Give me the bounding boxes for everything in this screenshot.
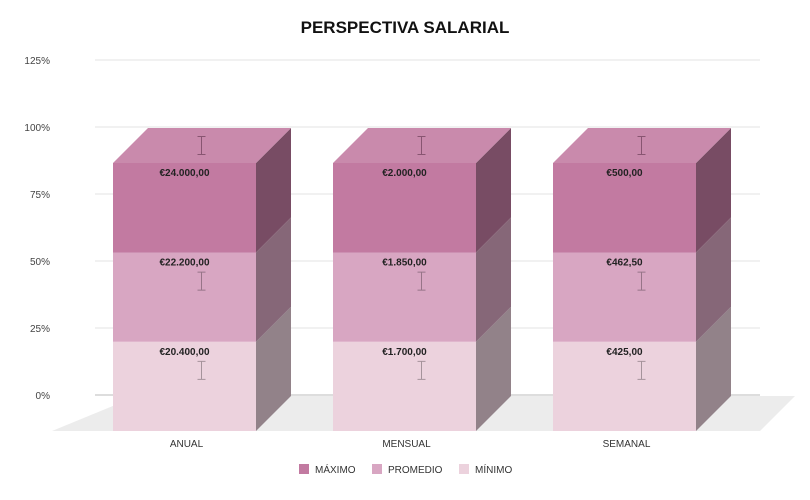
legend-label: PROMEDIO — [388, 465, 443, 476]
data-label: €462,50 — [606, 258, 643, 269]
chart-title: PERSPECTIVA SALARIAL — [300, 18, 510, 37]
bar-side — [696, 128, 731, 253]
data-label: €22.200,00 — [159, 258, 209, 269]
x-tick-label: MENSUAL — [382, 439, 431, 450]
bar-front — [113, 163, 256, 253]
error-bar — [417, 360, 426, 380]
legend-item[interactable]: PROMEDIO — [372, 464, 443, 476]
bar-segment: €425,00 — [553, 306, 731, 431]
y-axis: 0% 25% 50% 75% 100% 125% — [24, 56, 50, 402]
data-label: €1.850,00 — [382, 258, 427, 269]
legend-swatch — [299, 464, 309, 474]
x-tick-label: ANUAL — [170, 439, 204, 450]
legend-item[interactable]: MÁXIMO — [299, 463, 356, 476]
bar-front — [113, 252, 256, 342]
bar-front — [333, 163, 476, 253]
bar-segment: €20.400,00 — [113, 306, 291, 431]
bar-front — [553, 252, 696, 342]
legend-swatch — [459, 464, 469, 474]
error-bar — [637, 136, 646, 155]
bar-front — [113, 341, 256, 431]
bar-side — [256, 217, 291, 342]
x-axis: ANUAL MENSUAL SEMANAL — [170, 439, 651, 450]
bar-front — [333, 341, 476, 431]
error-bar — [197, 360, 206, 380]
bar-segment: €24.000,00 — [113, 128, 291, 253]
legend-label: MÍNIMO — [475, 463, 512, 476]
bar-segment: €1.850,00 — [333, 217, 511, 342]
data-label: €1.700,00 — [382, 347, 427, 358]
y-tick-label: 75% — [30, 190, 50, 201]
y-tick-label: 125% — [24, 56, 50, 67]
bar-segment: €500,00 — [553, 128, 731, 253]
bar-front — [553, 341, 696, 431]
bar-front — [333, 252, 476, 342]
data-label: €425,00 — [606, 347, 643, 358]
error-bar — [637, 360, 646, 380]
bar-side — [696, 217, 731, 342]
bar-side — [696, 306, 731, 431]
error-bar — [197, 271, 206, 291]
data-label: €20.400,00 — [159, 347, 209, 358]
bar-segment: €22.200,00 — [113, 217, 291, 342]
legend-label: MÁXIMO — [315, 463, 356, 476]
bar-segment: €1.700,00 — [333, 306, 511, 431]
legend-swatch — [372, 464, 382, 474]
x-tick-label: SEMANAL — [603, 439, 651, 450]
error-bar — [637, 271, 646, 291]
error-bar — [417, 271, 426, 291]
legend-item[interactable]: MÍNIMO — [459, 463, 512, 476]
bar-side — [476, 128, 511, 253]
y-tick-label: 25% — [30, 324, 50, 335]
bar-front — [553, 163, 696, 253]
bar-side — [476, 306, 511, 431]
bar-segment: €2.000,00 — [333, 128, 511, 253]
y-tick-label: 0% — [36, 391, 51, 402]
data-label: €500,00 — [606, 168, 643, 179]
data-label: €24.000,00 — [159, 168, 209, 179]
y-tick-label: 100% — [24, 123, 50, 134]
data-label: €2.000,00 — [382, 168, 427, 179]
error-bar — [197, 136, 206, 155]
error-bar — [417, 136, 426, 155]
bar-side — [476, 217, 511, 342]
bar-side — [256, 128, 291, 253]
bar-segment: €462,50 — [553, 217, 731, 342]
bars: €20.400,00 €22.200,00 €24.000,00 €1.700,00 €… — [113, 128, 731, 431]
bar-side — [256, 306, 291, 431]
legend: MÁXIMO PROMEDIO MÍNIMO — [299, 463, 512, 476]
y-tick-label: 50% — [30, 257, 50, 268]
